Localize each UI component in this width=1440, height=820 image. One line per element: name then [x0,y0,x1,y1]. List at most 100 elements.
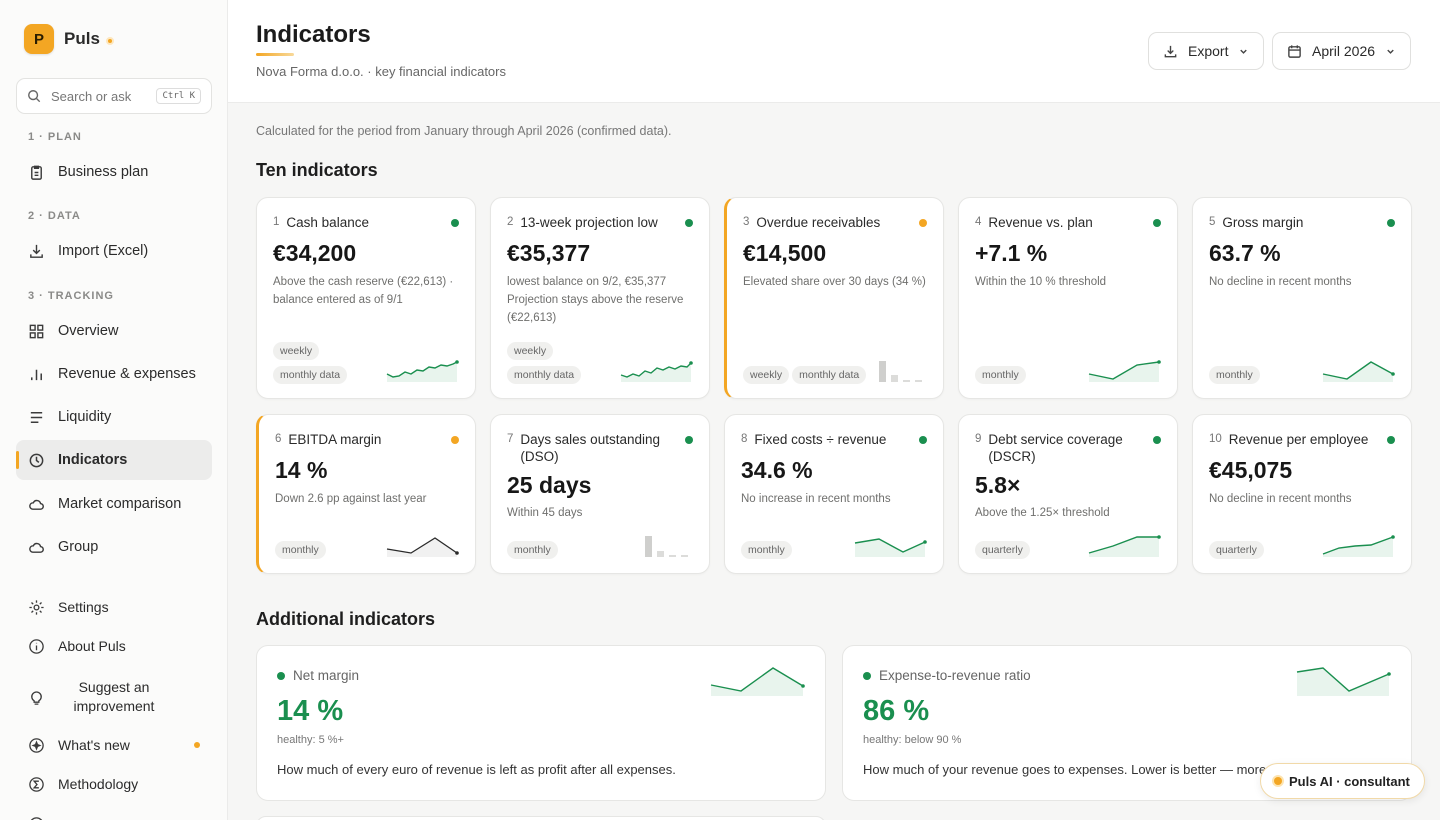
sidebar-item-methodology[interactable]: Methodology [16,764,212,804]
sidebar-item-revenue-expenses[interactable]: Revenue & expenses [16,354,212,394]
indicator-title: Gross margin [1222,215,1304,230]
indicator-title: Cash balance [286,215,369,230]
gear-icon [29,599,44,615]
indicator-description: lowest balance on 9/2, €35,377 Projectio… [507,276,684,324]
indicator-card[interactable]: 1 Cash balance €34,200 Above the cash res… [256,197,476,399]
frequency-tag: quarterly [1209,541,1264,559]
indicator-title: 13-week projection low [520,215,658,230]
indicator-number: 1 [273,216,280,228]
sidebar-item-label: Suggest an improvement [73,679,155,714]
sparkline [386,360,459,382]
sidebar-item-indicators[interactable]: Indicators [16,440,212,480]
additional-value: 86 % [863,695,930,727]
sidebar-item-suggest[interactable]: Suggest an improvement [16,676,212,718]
sigma-icon [29,776,44,792]
indicator-card[interactable]: 6 EBITDA margin 14 % Down 2.6 pp against … [256,414,476,574]
indicator-title: Revenue per employee [1228,432,1369,447]
sidebar-item-overview[interactable]: Overview [16,311,212,351]
additional-indicator-card[interactable]: Net margin 14 % healthy: 5 %+ How much o… [256,645,826,801]
frequency-tag: monthly [741,541,792,559]
additional-value: 14 % [277,695,344,727]
calendar-icon [1288,44,1301,58]
indicator-description: Within the 10 % threshold [975,276,1107,288]
page-title: Indicators [256,21,371,48]
indicator-card[interactable]: 8 Fixed costs ÷ revenue 34.6 % No increas… [724,414,944,574]
sidebar-item-about[interactable]: About Puls [16,626,212,666]
indicator-card[interactable]: 4 Revenue vs. plan +7.1 % Within the 10 %… [958,197,1178,399]
indicator-value: 5.8× [975,472,1021,498]
bar-chart-icon [31,369,42,380]
sparkline [854,538,927,557]
status-dot [919,219,927,227]
indicator-value: €35,377 [507,240,591,266]
sidebar-item-label: What's new [58,737,130,753]
aging-bars [879,361,922,382]
indicator-number: 10 [1209,433,1222,445]
sidebar-item-label: Liquidity [58,409,112,425]
aging-bars [645,536,688,557]
info-icon [29,638,44,654]
search-shortcut: Ctrl K [156,88,201,104]
lines-icon [30,411,43,423]
indicator-number: 6 [275,433,282,445]
indicator-card[interactable]: 10 Revenue per employee €45,075 No declin… [1192,414,1412,574]
section-title-ten: Ten indicators [256,160,378,180]
indicator-description: No increase in recent months [741,493,891,505]
status-dot [451,219,459,227]
ai-consultant-button[interactable]: Puls AI · consultant [1260,763,1425,799]
sidebar-item-label: Methodology [58,776,139,792]
download-icon [30,244,43,258]
sparkline [1088,535,1161,557]
indicator-card[interactable]: 5 Gross margin 63.7 % No decline in recen… [1192,197,1412,399]
period-select[interactable]: April 2026 [1272,32,1412,70]
cloud-icon [29,542,44,553]
partial-icon [30,816,43,820]
sidebar-item-label: Overview [58,323,119,339]
page-subtitle: Nova Forma d.o.o. · key financial indica… [256,64,506,79]
sidebar-item-settings[interactable]: Settings [16,587,212,627]
indicator-description: No decline in recent months [1209,276,1352,288]
sidebar-item-whats-new[interactable]: What's new [16,725,212,765]
frequency-tag: monthly [275,541,326,559]
status-dot [1153,219,1161,227]
sidebar-item-market-comparison[interactable]: Market comparison [16,484,212,524]
section-label-plan: 1 · PLAN [28,131,82,143]
status-dot [1153,436,1161,444]
frequency-tag: quarterly [975,541,1030,559]
indicator-title: Days sales outstanding (DSO) [520,432,660,464]
export-button[interactable]: Export [1148,32,1265,70]
chevron-down-icon [1240,49,1248,54]
indicator-number: 5 [1209,216,1216,228]
indicator-title: Revenue vs. plan [988,215,1093,230]
sidebar-item-liquidity[interactable]: Liquidity [16,397,212,437]
sidebar-item-business-plan[interactable]: Business plan [16,152,212,192]
indicator-card[interactable]: 7 Days sales outstanding (DSO) 25 days Wi… [490,414,710,574]
indicator-value: €45,075 [1209,457,1293,483]
indicator-number: 3 [743,216,750,228]
indicator-title: Debt service coverage (DSCR) [988,432,1123,464]
indicator-card[interactable]: 3 Overdue receivables €14,500 Elevated sh… [724,197,944,399]
additional-title: Expense-to-revenue ratio [879,668,1031,683]
sidebar-item-partial[interactable] [16,804,212,820]
indicator-number: 2 [507,216,514,228]
indicator-value: 14 % [275,457,328,483]
search-input[interactable]: Search or ask Ctrl K [16,78,212,114]
brand[interactable]: P Puls [24,24,114,54]
indicator-number: 8 [741,433,748,445]
search-placeholder: Search or ask [51,88,132,104]
sidebar-item-label: Group [58,539,99,555]
frequency-tag: weekly [507,342,554,360]
indicator-description: Elevated share over 30 days (34 %) [743,276,926,288]
indicator-value: 34.6 % [741,457,813,483]
sidebar-item-group[interactable]: Group [16,527,212,567]
indicator-card[interactable]: 2 13-week projection low €35,377 lowest b… [490,197,710,399]
additional-indicator-card-partial[interactable] [256,816,826,820]
chevron-down-icon [1387,49,1394,54]
cloud-icon [29,499,44,510]
status-dot [1387,436,1395,444]
indicator-card[interactable]: 9 Debt service coverage (DSCR) 5.8× Above… [958,414,1178,574]
sidebar-item-label: Market comparison [58,496,182,512]
sidebar-item-import[interactable]: Import (Excel) [16,231,212,271]
export-label: Export [1188,43,1229,59]
period-label: April 2026 [1312,43,1376,59]
